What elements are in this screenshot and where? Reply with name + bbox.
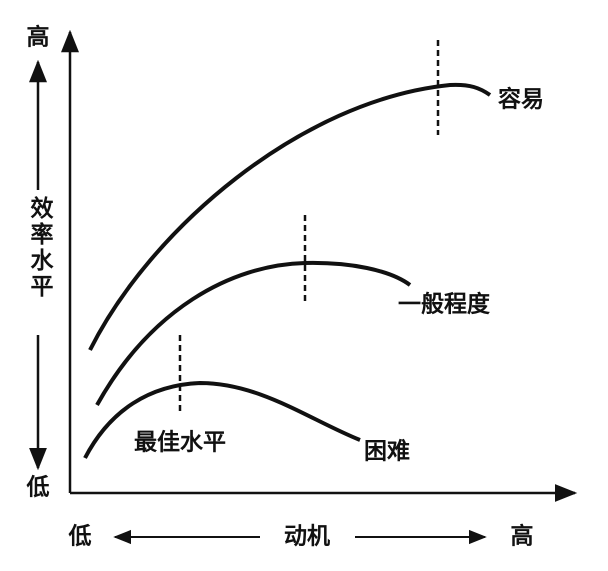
y-high: 高 bbox=[27, 24, 50, 51]
curve-label: 困难 bbox=[364, 439, 410, 465]
annotation: 最佳水平 bbox=[134, 429, 226, 456]
curve-easy bbox=[88, 82, 492, 351]
y-label: 效率水平 bbox=[26, 196, 52, 300]
x-high: 高 bbox=[511, 523, 534, 550]
curve-label: 容易 bbox=[498, 86, 544, 113]
curve-hard bbox=[83, 380, 361, 459]
x-low: 低 bbox=[68, 524, 92, 550]
y-low: 低 bbox=[26, 475, 50, 501]
x-label: 动机 bbox=[284, 524, 330, 550]
curve-label: 一般程度 bbox=[398, 291, 491, 318]
curve-medium bbox=[95, 260, 412, 406]
